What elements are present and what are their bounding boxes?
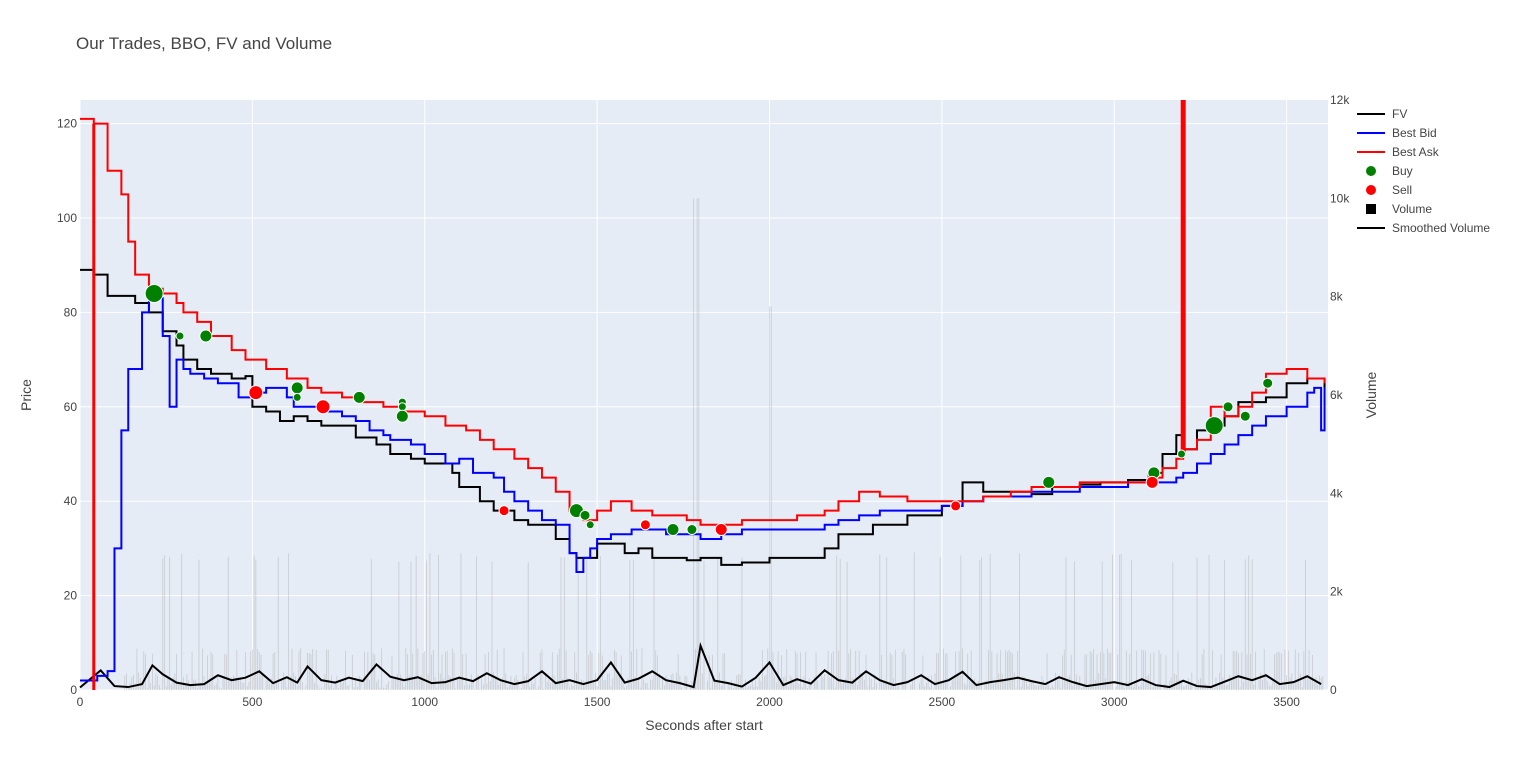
- x-tick-label: 0: [77, 695, 84, 709]
- buy-marker: [352, 390, 366, 404]
- buy-marker: [1042, 475, 1056, 489]
- x-tick-label: 1000: [411, 695, 438, 709]
- y-tick-label: 20: [64, 589, 78, 603]
- buy-marker: [686, 524, 698, 536]
- sell-marker: [950, 500, 962, 512]
- buy-marker: [144, 284, 164, 304]
- legend-swatch: [1366, 166, 1376, 176]
- y-tick-label: 40: [64, 494, 78, 508]
- y2-tick-label: 10k: [1330, 191, 1350, 205]
- buy-marker: [175, 331, 185, 341]
- y-tick-label: 60: [64, 400, 78, 414]
- y2-tick-label: 8k: [1330, 290, 1344, 304]
- sell-marker: [639, 519, 651, 531]
- buy-marker: [1262, 377, 1274, 389]
- buy-marker: [397, 402, 407, 412]
- legend-label: Best Ask: [1392, 145, 1440, 159]
- buy-marker: [199, 329, 213, 343]
- y2-axis-title: Volume: [1363, 371, 1379, 418]
- legend-swatch: [1366, 185, 1376, 195]
- series-lines: [79, 100, 1326, 690]
- y-axis-title: Price: [18, 379, 34, 411]
- legend-label: FV: [1392, 107, 1407, 121]
- y-tick-label: 120: [57, 117, 77, 131]
- buy-marker: [1222, 401, 1234, 413]
- buy-marker: [579, 509, 591, 521]
- legend-label: Smoothed Volume: [1392, 221, 1490, 235]
- buy-marker: [585, 520, 595, 530]
- trade-markers: [144, 284, 1274, 537]
- legend-swatch: [1366, 204, 1376, 214]
- x-tick-label: 3500: [1273, 695, 1300, 709]
- x-tick-label: 3000: [1101, 695, 1128, 709]
- sell-marker: [315, 399, 331, 415]
- y-axis-ticks: 0 20 40 60 80 100 120: [57, 117, 77, 697]
- y2-tick-label: 12k: [1330, 93, 1350, 107]
- legend-label: Sell: [1392, 183, 1412, 197]
- legend-label: Volume: [1392, 202, 1432, 216]
- buy-marker: [290, 381, 304, 395]
- sell-marker: [1145, 475, 1159, 489]
- y2-tick-label: 2k: [1330, 585, 1344, 599]
- y2-tick-label: 0: [1330, 683, 1337, 697]
- sell-marker: [498, 505, 510, 517]
- buy-marker: [292, 392, 302, 402]
- sell-marker: [248, 385, 264, 401]
- x-tick-label: 2000: [756, 695, 783, 709]
- buy-marker: [1176, 449, 1186, 459]
- best-ask-line: [80, 117, 1326, 526]
- x-tick-label: 1500: [584, 695, 611, 709]
- x-axis-ticks: 0 500 1000 1500 2000 2500 3000 3500: [77, 695, 1301, 709]
- x-tick-label: 2500: [929, 695, 956, 709]
- legend-label: Best Bid: [1392, 126, 1437, 140]
- buy-marker: [1239, 410, 1251, 422]
- smoothed-volume-line: [79, 642, 1322, 689]
- buy-marker: [1204, 416, 1224, 436]
- y-tick-label: 80: [64, 305, 78, 319]
- legend[interactable]: FV Best Bid Best Ask Buy Sell Volume Smoothed …: [1357, 107, 1490, 235]
- buy-marker: [395, 409, 409, 423]
- y-tick-label: 100: [57, 211, 77, 225]
- y2-tick-label: 6k: [1330, 388, 1344, 402]
- sell-marker: [714, 523, 728, 537]
- x-tick-label: 500: [242, 695, 262, 709]
- legend-label: Buy: [1392, 164, 1413, 178]
- chart-title: Our Trades, BBO, FV and Volume: [76, 34, 332, 53]
- y-tick-label: 0: [70, 683, 77, 697]
- y2-axis-ticks: 0 2k 4k 6k 8k 10k 12k: [1330, 93, 1350, 697]
- buy-marker: [666, 523, 680, 537]
- y2-tick-label: 4k: [1330, 486, 1344, 500]
- best-bid-line: [80, 287, 1326, 682]
- x-axis-title: Seconds after start: [645, 717, 763, 733]
- volume-bars: [124, 198, 1324, 690]
